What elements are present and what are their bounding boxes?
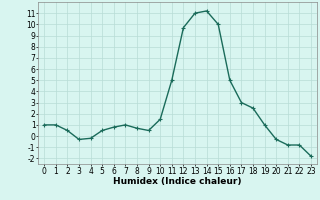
- X-axis label: Humidex (Indice chaleur): Humidex (Indice chaleur): [113, 177, 242, 186]
